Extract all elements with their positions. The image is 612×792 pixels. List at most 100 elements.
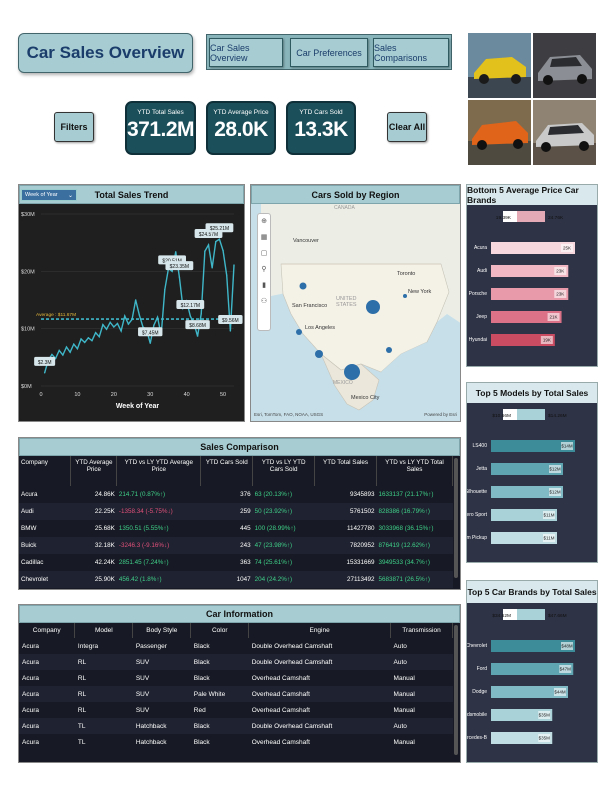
table-row[interactable]: Chevrolet 25.90K 456.42 (1.8%↑) 1047 204 (24…	[19, 571, 453, 588]
table-row[interactable]: Acura RL SUV Black Double Overhead Camshaft A…	[19, 654, 453, 670]
column-header[interactable]: YTD vs LY YTD Cars Sold	[252, 456, 316, 486]
column-header[interactable]: YTD vs LY YTD Average Price	[116, 456, 202, 486]
table-row[interactable]: Acura RL SUV Black Overhead Camshaft Manual	[19, 670, 453, 686]
nav-sales-comparisons[interactable]: Sales Comparisons	[373, 38, 449, 67]
column-header[interactable]: Body Style	[132, 623, 192, 638]
table-cell: RL	[77, 658, 87, 666]
table-cell: Acura	[22, 690, 39, 698]
table-cell: 456.42 (1.8%↑)	[118, 576, 162, 583]
bar-value-label: $12M	[549, 490, 561, 495]
table-cell: Auto	[393, 722, 407, 730]
range-min-label: 19.39K	[496, 215, 512, 221]
data-point	[91, 340, 93, 342]
column-header[interactable]: YTD vs LY YTD Total Sales	[376, 456, 453, 486]
table-cell: Acura	[22, 738, 39, 746]
column-header[interactable]: YTD Average Price	[70, 456, 118, 486]
nav-car-sales-overview[interactable]: Car Sales Overview	[209, 38, 283, 67]
table-cell: 5683871 (26.5%↑)	[378, 576, 430, 583]
scrollbar[interactable]	[454, 625, 458, 755]
data-point	[98, 335, 100, 338]
table-row[interactable]: Audi 22.25K -1358.34 (-5.75%↓) 259 50 (23.92…	[19, 503, 453, 520]
map-toolbar: ⊕ ▦ ▢ ⚲ ▮ ⚇	[257, 213, 271, 331]
bar-category-label: LS400	[473, 443, 488, 449]
bar-label-box	[549, 488, 561, 496]
table-cell: Manual	[393, 674, 415, 682]
data-point	[153, 324, 155, 326]
table-row[interactable]: Acura TL Hatchback Black Overhead Camshaft Ma…	[19, 734, 453, 750]
bar-category-label: Ford	[477, 666, 488, 672]
filters-button[interactable]: Filters	[54, 112, 94, 142]
sales-comparison-title: Sales Comparison	[19, 438, 460, 456]
sales-trend-panel: Total Sales Trend Week of Year ⌄ $0M $10M…	[18, 184, 245, 422]
week-dropdown[interactable]: Week of Year ⌄	[21, 189, 77, 201]
column-header[interactable]: Transmission	[390, 623, 453, 638]
column-header[interactable]: Color	[190, 623, 250, 638]
range-bar-fill	[517, 211, 545, 222]
data-point	[105, 328, 108, 330]
data-point	[178, 276, 181, 278]
bar-category-label: Chevrolet	[467, 643, 488, 649]
table-cell: Red	[193, 706, 206, 714]
bar-category-label: Dodge	[472, 689, 487, 695]
data-point	[138, 314, 141, 316]
map-tools-icon[interactable]: ⊕ ▦ ▢ ⚲ ▮ ⚇	[260, 218, 268, 305]
table-cell: 7820952	[349, 542, 375, 549]
table-row[interactable]: Acura RL SUV Red Overhead Camshaft Manual	[19, 702, 453, 718]
kpi-value: 28.0K	[214, 118, 268, 141]
bar-label-box	[559, 665, 572, 673]
car-photo-grid	[468, 33, 596, 165]
table-cell: 1633137 (21.17%↑)	[378, 491, 434, 498]
table-cell: Manual	[393, 706, 415, 714]
column-header[interactable]: Company	[19, 456, 72, 486]
map-label: Vancouver	[293, 238, 319, 244]
sales-comparison-panel: Sales Comparison Company YTD Average Pric…	[18, 437, 461, 590]
table-row[interactable]: Acura RL SUV Pale White Overhead Camshaft Man…	[19, 686, 453, 702]
data-point	[76, 348, 79, 350]
kpi-label: YTD Average Price	[213, 109, 269, 116]
chevron-down-icon: ⌄	[67, 192, 73, 199]
table-cell: 42.24K	[94, 559, 115, 566]
kpi-value: 371.2M	[127, 118, 195, 141]
table-cell: 376	[240, 491, 251, 498]
data-point	[175, 251, 177, 253]
region-map-title: Cars Sold by Region	[251, 185, 460, 204]
bar-value-label: $11M	[544, 536, 555, 541]
column-header[interactable]: YTD Cars Sold	[200, 456, 254, 486]
column-header[interactable]: Model	[74, 623, 134, 638]
data-point	[134, 299, 137, 301]
data-point	[80, 338, 82, 340]
column-header[interactable]: Engine	[248, 623, 392, 638]
table-row[interactable]: Cadillac 42.24K 2851.45 (7.24%↑) 363 74 (25.…	[19, 554, 453, 571]
table-cell: SUV	[135, 690, 150, 698]
table-cell: Overhead Camshaft	[251, 738, 310, 746]
region-map-panel: Cars Sold by Region CANADA Vancouver Tor…	[250, 184, 461, 422]
table-row[interactable]: Acura 24.86K 214.71 (0.87%↑) 376 63 (20.13%↑…	[19, 486, 453, 503]
column-header[interactable]: Company	[19, 623, 76, 638]
table-cell: 25.90K	[94, 576, 115, 583]
data-point	[69, 351, 71, 353]
bar	[491, 288, 569, 300]
table-row[interactable]: BMW 25.68K 1350.51 (5.55%↑) 445 100 (28.99%↑…	[19, 520, 453, 537]
column-header[interactable]: YTD Total Sales	[314, 456, 377, 486]
table-cell: Acura	[22, 722, 39, 730]
range-max-label: $14.26M	[548, 413, 567, 419]
x-tick-label: 30	[147, 392, 153, 398]
bar-label-box	[549, 465, 561, 473]
table-row[interactable]: Acura TL Hatchback Black Double Overhead Cam…	[19, 718, 453, 734]
region-map[interactable]	[251, 204, 461, 422]
scrollbar[interactable]	[454, 458, 458, 578]
bar	[491, 242, 575, 254]
bar-category-label: Acura	[474, 245, 487, 251]
table-row[interactable]: Buick 32.18K -3246.3 (-9.16%↓) 243 47 (23.98…	[19, 537, 453, 554]
data-point	[83, 341, 86, 344]
clear-all-button[interactable]: Clear All	[387, 112, 427, 142]
table-cell: Chevrolet	[21, 576, 48, 583]
bar-value-label: $12M	[549, 467, 561, 472]
map-label: CANADA	[334, 205, 355, 211]
table-row[interactable]: Acura Integra Passenger Black Double Overhea…	[19, 638, 453, 654]
kpi-average-price: YTD Average Price 28.0K	[206, 101, 276, 155]
table-cell: Passenger	[135, 642, 167, 650]
nav-car-preferences[interactable]: Car Preferences	[290, 38, 368, 67]
table-cell: 11427780	[346, 525, 375, 532]
bar-value-label: 21K	[550, 315, 558, 320]
